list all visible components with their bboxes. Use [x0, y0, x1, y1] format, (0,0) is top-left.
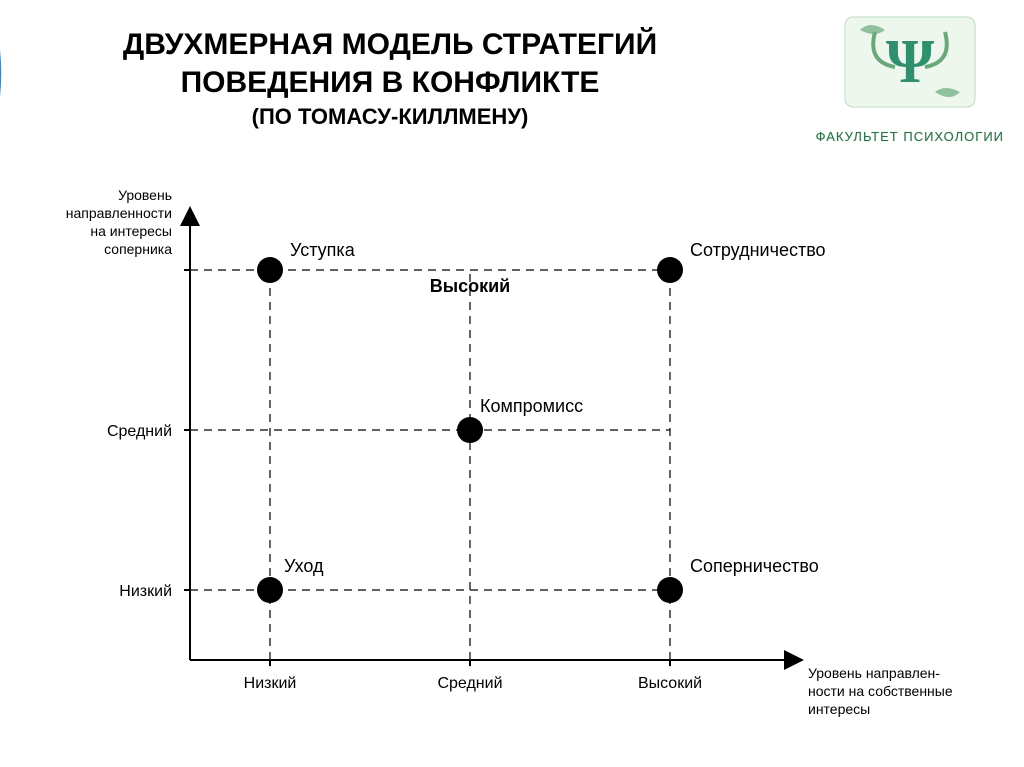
chart-svg: Низкий Средний Высокий Низкий Средний Уровень…: [40, 190, 980, 730]
strategy-label: Соперничество: [690, 556, 819, 576]
x-tick-label: Высокий: [638, 675, 702, 692]
strategy-label: Сотрудничество: [690, 240, 826, 260]
thomas-kilmann-chart: Низкий Средний Высокий Низкий Средний Уровень…: [40, 190, 980, 730]
strategy-point: [257, 257, 283, 283]
logo-caption: ФАКУЛЬТЕТ ПСИХОЛОГИИ: [816, 129, 1004, 144]
title-line-1: ДВУХМЕРНАЯ МОДЕЛЬ СТРАТЕГИЙ: [0, 26, 780, 64]
slide-title: ДВУХМЕРНАЯ МОДЕЛЬ СТРАТЕГИЙ ПОВЕДЕНИЯ В …: [0, 26, 780, 131]
title-line-2: ПОВЕДЕНИЯ В КОНФЛИКТЕ: [0, 64, 780, 102]
y-axis-title-line: на интересы: [90, 223, 172, 239]
faculty-logo: Ψ ФАКУЛЬТЕТ ПСИХОЛОГИИ: [816, 12, 1004, 144]
strategy-point: [657, 577, 683, 603]
x-axis-title-line: ности на собственные: [808, 683, 953, 699]
x-axis-title-line: интересы: [808, 701, 870, 717]
top-grid-center-label: Высокий: [430, 276, 511, 296]
x-axis-title-line: Уровень направлен-: [808, 665, 940, 681]
y-tick-label: Средний: [107, 423, 172, 440]
strategy-point: [257, 577, 283, 603]
svg-text:Ψ: Ψ: [886, 28, 935, 96]
y-axis-title-line: направленности: [66, 205, 172, 221]
strategy-point: [457, 417, 483, 443]
x-tick-label: Низкий: [244, 675, 297, 692]
y-axis-title-line: соперника: [104, 241, 172, 257]
y-tick-label: Низкий: [119, 583, 172, 600]
strategy-label: Уступка: [290, 240, 356, 260]
x-tick-label: Средний: [437, 675, 502, 692]
title-line-3: (ПО ТОМАСУ-КИЛЛМЕНУ): [0, 103, 780, 131]
strategy-point: [657, 257, 683, 283]
strategy-label: Уход: [284, 556, 324, 576]
strategy-label: Компромисс: [480, 396, 583, 416]
psi-logo-icon: Ψ: [835, 12, 985, 122]
y-axis-title-line: Уровень: [118, 190, 172, 203]
